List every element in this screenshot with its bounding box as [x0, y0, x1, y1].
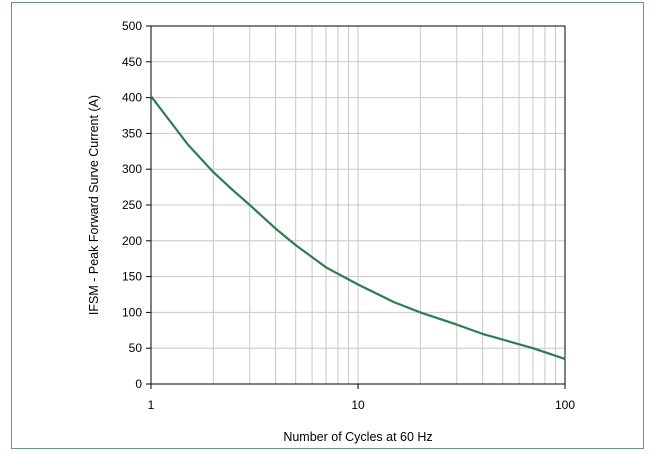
y-tick-label: 200	[122, 234, 142, 248]
series-group	[150, 95, 566, 360]
y-tick-label: 50	[129, 341, 143, 355]
chart-svg: 0 50 100 150 200 250 300 350 400 450 500 1 10 100 Num…	[87, 19, 575, 444]
axes	[146, 25, 566, 389]
x-tick-label: 10	[351, 398, 365, 412]
y-tick-label: 450	[122, 55, 142, 69]
x-axis-title: Number of Cycles at 60 Hz	[283, 430, 432, 444]
tick-labels: 0 50 100 150 200 250 300 350 400 450 500 1 10 100	[122, 19, 575, 412]
y-tick-label: 250	[122, 198, 142, 212]
series-line	[150, 95, 566, 360]
y-tick-label: 100	[122, 305, 142, 319]
y-tick-label: 300	[122, 162, 142, 176]
chart-frame: 0 50 100 150 200 250 300 350 400 450 500 1 10 100 Num…	[11, 2, 644, 449]
y-tick-label: 350	[122, 126, 142, 140]
grid	[151, 25, 565, 384]
y-tick-label: 400	[122, 91, 142, 105]
x-tick-label: 1	[148, 398, 155, 412]
y-tick-label: 150	[122, 270, 142, 284]
y-axis-title: IFSM - Peak Forward Surve Current (A)	[87, 95, 101, 315]
y-tick-label: 0	[135, 377, 142, 391]
x-tick-label: 100	[555, 398, 575, 412]
y-tick-label: 500	[122, 19, 142, 33]
